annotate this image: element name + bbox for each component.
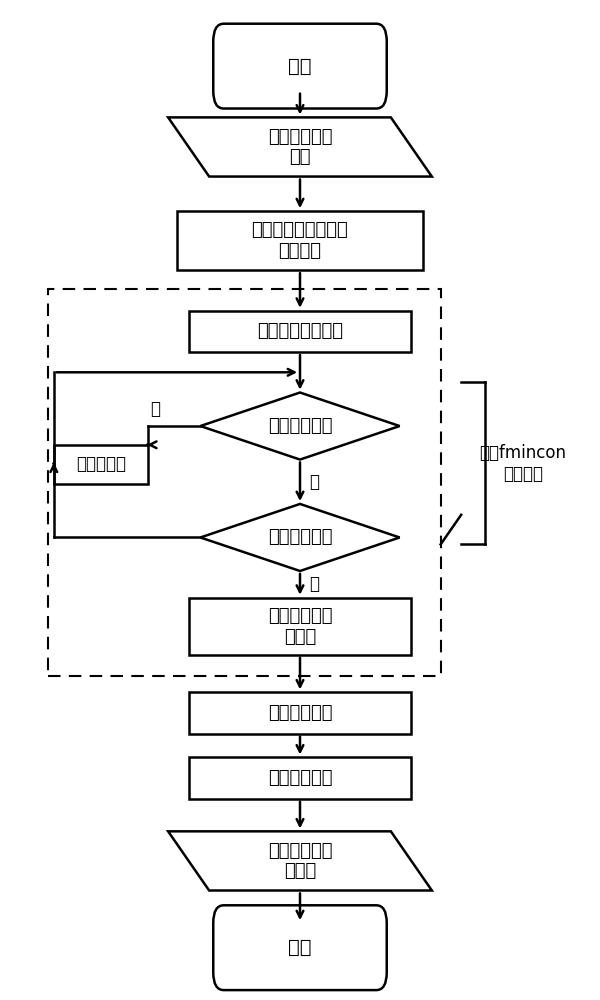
Text: 输入设计所需
条件: 输入设计所需 条件 bbox=[268, 128, 332, 166]
Text: 满足约束条件: 满足约束条件 bbox=[268, 417, 332, 435]
Text: 调用fmincon
函数实现: 调用fmincon 函数实现 bbox=[479, 444, 566, 483]
Text: 输出分配结果
并存储: 输出分配结果 并存储 bbox=[268, 842, 332, 880]
Bar bbox=[54, 445, 148, 484]
FancyBboxPatch shape bbox=[213, 24, 387, 109]
Polygon shape bbox=[200, 393, 400, 460]
Text: 满足目标函数: 满足目标函数 bbox=[268, 528, 332, 546]
Bar bbox=[188, 692, 412, 734]
Bar bbox=[177, 211, 423, 270]
Text: 输入连续变量
最优解: 输入连续变量 最优解 bbox=[268, 607, 332, 646]
Text: 否: 否 bbox=[151, 400, 161, 418]
Text: 离散变量优化: 离散变量优化 bbox=[268, 704, 332, 722]
Text: 确定变量迭代初值: 确定变量迭代初值 bbox=[257, 322, 343, 340]
Text: 是: 是 bbox=[309, 575, 319, 593]
Text: 参数敏感性分析确定
设计变量: 参数敏感性分析确定 设计变量 bbox=[251, 221, 349, 260]
Bar bbox=[188, 311, 412, 352]
Bar bbox=[188, 757, 412, 799]
Bar bbox=[48, 289, 440, 676]
Text: 输出优化结果: 输出优化结果 bbox=[268, 769, 332, 787]
Polygon shape bbox=[168, 831, 432, 891]
FancyBboxPatch shape bbox=[213, 905, 387, 990]
Bar bbox=[188, 598, 412, 655]
Text: 开始: 开始 bbox=[288, 57, 312, 76]
Polygon shape bbox=[200, 504, 400, 571]
Text: 更新变量值: 更新变量值 bbox=[76, 456, 126, 474]
Polygon shape bbox=[168, 117, 432, 177]
Text: 结束: 结束 bbox=[288, 938, 312, 957]
Text: 是: 是 bbox=[309, 473, 319, 491]
